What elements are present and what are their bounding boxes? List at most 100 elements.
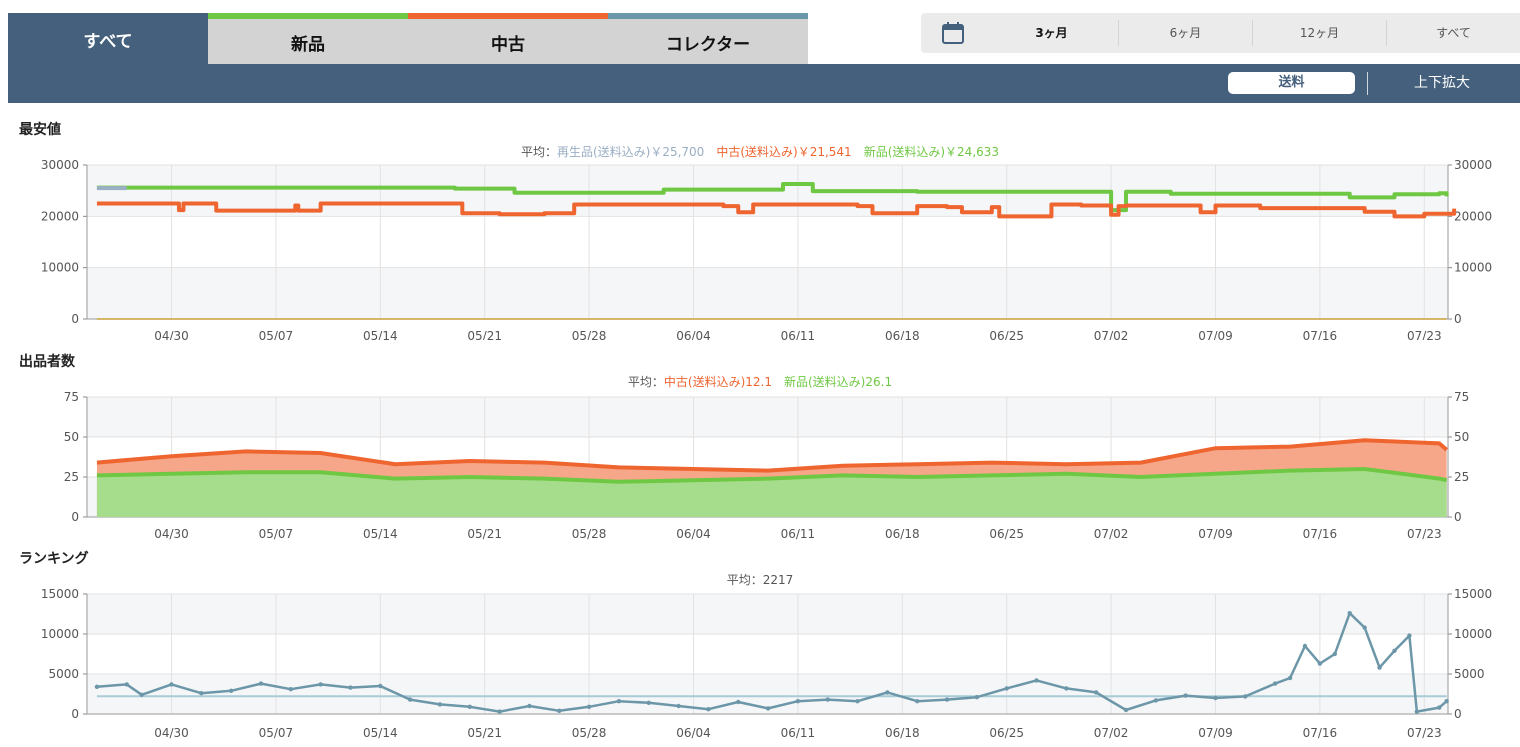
x-tick-label: 07/16	[1303, 329, 1338, 340]
y-tick-left: 5000	[48, 667, 79, 681]
plot-band	[87, 267, 1448, 319]
condition-tabs: すべて 新品 中古 コレクター	[8, 13, 809, 65]
y-tick-left: 25	[64, 470, 79, 484]
plot-band	[87, 594, 1448, 634]
x-tick-label: 06/11	[781, 329, 816, 340]
x-tick-label: 06/04	[676, 726, 711, 740]
x-tick-label: 06/25	[989, 527, 1024, 541]
y-tick-left: 50	[64, 430, 79, 444]
shipping-toggle-button[interactable]: 送料	[1228, 72, 1355, 94]
x-tick-label: 06/25	[989, 329, 1024, 340]
rank-point	[1093, 690, 1099, 695]
rank-point	[616, 699, 622, 704]
y-tick-right: 25	[1454, 470, 1469, 484]
rank-point	[228, 688, 234, 693]
rank-point	[378, 683, 383, 689]
rank-point	[706, 707, 711, 712]
rank-point	[676, 703, 681, 709]
average-prefix: 平均：	[628, 375, 664, 389]
x-tick-label: 04/30	[154, 329, 189, 340]
tab-all-label: すべて	[83, 31, 133, 52]
x-tick-label: 06/04	[676, 329, 711, 340]
tab-new[interactable]: 新品	[208, 13, 408, 65]
y-tick-left: 75	[64, 390, 79, 404]
range-selector: 3ヶ月 6ヶ月 12ヶ月 すべて	[921, 13, 1520, 53]
x-tick-label: 07/16	[1303, 527, 1338, 541]
y-tick-left: 15000	[41, 587, 79, 601]
x-tick-label: 05/21	[467, 726, 502, 740]
x-tick-label: 05/28	[572, 726, 607, 740]
line-used	[96, 438, 1448, 473]
rank-point	[258, 681, 264, 686]
rank-point	[974, 695, 980, 700]
line-new	[96, 181, 1449, 213]
range-all[interactable]: すべて	[1386, 20, 1520, 46]
rank-point	[1437, 705, 1442, 710]
x-tick-label: 04/30	[154, 726, 189, 740]
y-tick-right: 10000	[1454, 261, 1492, 275]
rank-point	[1377, 665, 1382, 670]
tab-used-label: 中古	[491, 34, 525, 55]
rank-point	[646, 700, 651, 705]
y-tick-right: 20000	[1454, 209, 1492, 223]
x-tick-label: 06/04	[676, 527, 711, 541]
x-tick-label: 06/11	[781, 527, 816, 541]
rank-point	[736, 699, 741, 705]
range-3m[interactable]: 3ヶ月	[1035, 26, 1068, 40]
x-tick-label: 06/11	[781, 726, 816, 740]
tab-used[interactable]: 中古	[408, 13, 608, 65]
x-tick-label: 06/25	[989, 726, 1024, 740]
average-legend: 平均：2217	[727, 573, 794, 587]
rank-point	[1392, 648, 1397, 653]
range-6m[interactable]: 6ヶ月	[1118, 20, 1252, 46]
plot-band	[87, 634, 1448, 674]
rank-point	[348, 685, 353, 690]
tab-all[interactable]: すべて	[8, 13, 208, 65]
x-tick-label: 05/07	[259, 726, 294, 740]
rank-point	[825, 697, 830, 702]
average-prefix: 平均：	[727, 573, 763, 587]
y-tick-right: 30000	[1454, 158, 1492, 172]
line-new	[96, 466, 1448, 484]
x-tick-label: 06/18	[885, 726, 920, 740]
rank-point	[497, 709, 502, 714]
plot-band	[87, 216, 1448, 268]
vertical-zoom-button[interactable]: 上下拡大	[1414, 75, 1470, 91]
rank-point	[437, 702, 443, 707]
rank-point	[199, 691, 204, 696]
legend-entry: 再生品(送料込み)￥25,700	[557, 144, 704, 159]
rank-point	[1317, 661, 1323, 666]
y-tick-right: 0	[1454, 707, 1462, 721]
rank-point	[139, 692, 144, 697]
line-used	[96, 201, 1457, 219]
rank-point	[94, 684, 100, 689]
rank-point	[1407, 633, 1412, 638]
rank-point	[169, 682, 174, 687]
legend-entry: 新品(送料込み)26.1	[784, 374, 892, 389]
y-tick-left: 10000	[41, 261, 79, 275]
calendar-icon[interactable]	[921, 21, 985, 45]
plot-band	[87, 397, 1448, 437]
rank-point	[765, 706, 771, 711]
chart-title: 最安値	[19, 121, 61, 138]
y-tick-right: 75	[1454, 390, 1469, 404]
rank-point	[1153, 698, 1159, 703]
rank-point	[1362, 625, 1367, 630]
y-tick-right: 0	[1454, 510, 1462, 524]
y-tick-right: 50	[1454, 430, 1469, 444]
x-tick-label: 07/23	[1407, 726, 1442, 740]
y-tick-right: 5000	[1454, 667, 1485, 681]
rank-point	[288, 687, 294, 692]
rank-point	[467, 704, 472, 709]
rank-point	[1302, 643, 1308, 649]
range-12m[interactable]: 12ヶ月	[1252, 20, 1386, 46]
average-prefix: 平均：	[521, 145, 557, 159]
rank-point	[1414, 709, 1420, 714]
rank-point	[1243, 694, 1248, 699]
y-tick-right: 0	[1454, 312, 1462, 326]
rank-point	[557, 708, 562, 713]
average-legend: 平均：中古(送料込み)12.1 新品(送料込み)26.1	[628, 374, 892, 389]
tab-collector[interactable]: コレクター	[608, 13, 808, 65]
average-legend: 平均：再生品(送料込み)￥25,700 中古(送料込み)￥21,541 新品(送料込…	[521, 144, 999, 159]
